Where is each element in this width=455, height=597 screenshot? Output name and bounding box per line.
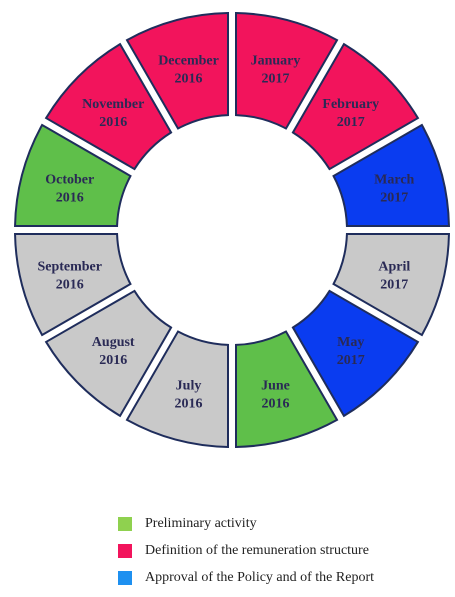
segment xyxy=(44,289,173,418)
segment-label: June 2016 xyxy=(261,378,290,411)
segment-month: November xyxy=(82,97,144,112)
segment-year: 2016 xyxy=(175,396,203,411)
segment-month: October xyxy=(45,173,94,188)
legend-swatch xyxy=(118,544,132,558)
segment-label: March 2017 xyxy=(374,173,414,206)
segment-month: May xyxy=(337,335,364,350)
legend-swatch xyxy=(118,571,132,585)
segment-label: May 2017 xyxy=(337,335,365,368)
segment-month: June xyxy=(261,378,290,393)
segment xyxy=(291,42,420,171)
segment-month: March xyxy=(374,173,414,188)
segment xyxy=(332,123,450,227)
segment xyxy=(44,42,173,171)
segment-month: September xyxy=(37,259,102,274)
segment xyxy=(235,330,339,448)
segment-label: January 2017 xyxy=(251,54,301,87)
segment-month: December xyxy=(158,54,219,69)
segment-year: 2017 xyxy=(261,72,289,87)
segment-label: September 2016 xyxy=(37,259,102,292)
segment xyxy=(332,233,450,337)
segment-year: 2016 xyxy=(56,191,84,206)
segment-year: 2017 xyxy=(337,353,365,368)
legend-text: Definition of the remuneration structure xyxy=(145,543,369,558)
segment-label: November 2016 xyxy=(82,97,144,130)
segment-year: 2016 xyxy=(56,277,84,292)
legend-swatch xyxy=(118,517,132,531)
segment-label: July 2016 xyxy=(175,378,203,411)
segment xyxy=(125,12,229,130)
segment xyxy=(235,12,339,130)
segment xyxy=(291,289,420,418)
segment xyxy=(14,123,132,227)
legend-text: Approval of the Policy and of the Report xyxy=(145,570,374,585)
segment-month: February xyxy=(322,97,379,112)
segment-label: October 2016 xyxy=(45,173,94,206)
segment-month: January xyxy=(251,54,301,69)
segment-year: 2016 xyxy=(261,396,289,411)
segment-year: 2016 xyxy=(99,115,127,130)
segment-label: April 2017 xyxy=(378,259,410,292)
segment-year: 2016 xyxy=(175,72,203,87)
segment-year: 2017 xyxy=(380,191,408,206)
segment-label: February 2017 xyxy=(322,97,379,130)
segment-year: 2016 xyxy=(99,353,127,368)
segment-label: December 2016 xyxy=(158,54,219,87)
segment-label: August 2016 xyxy=(92,335,135,368)
segment-month: July xyxy=(176,378,202,393)
segment-month: August xyxy=(92,335,135,350)
legend-text: Preliminary activity xyxy=(145,516,257,531)
segment-year: 2017 xyxy=(380,277,408,292)
segment-year: 2017 xyxy=(337,115,365,130)
segment xyxy=(125,330,229,448)
segment-month: April xyxy=(378,259,410,274)
segment xyxy=(14,233,132,337)
